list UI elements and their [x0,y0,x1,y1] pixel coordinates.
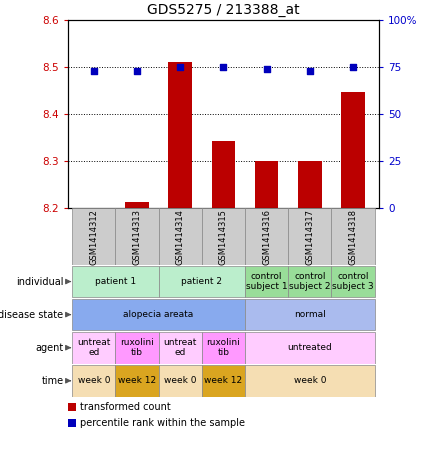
Point [263,66,270,73]
Bar [202,332,245,364]
Text: ruxolini
tib: ruxolini tib [206,338,240,357]
Text: week 0: week 0 [164,376,196,385]
Text: GSM1414317: GSM1414317 [305,209,314,265]
Text: GSM1414312: GSM1414312 [89,209,98,265]
Point [350,64,357,71]
Bar [72,332,115,364]
Bar [72,299,245,331]
Text: normal: normal [294,310,325,319]
Bar [245,265,288,298]
Text: control
subject 3: control subject 3 [332,272,374,291]
Text: percentile rank within the sample: percentile rank within the sample [80,418,245,429]
Text: GSM1414313: GSM1414313 [133,209,141,265]
Bar [288,208,332,265]
Bar [332,208,374,265]
Bar [125,202,149,208]
Bar [72,265,159,298]
Text: week 12: week 12 [118,376,156,385]
Bar [254,161,279,208]
Bar [159,332,202,364]
Bar [115,208,159,265]
Text: untreat
ed: untreat ed [163,338,197,357]
Bar [288,265,332,298]
Text: untreat
ed: untreat ed [77,338,110,357]
Point [90,67,97,75]
Bar [159,265,245,298]
Text: disease state: disease state [0,309,64,320]
Text: GSM1414314: GSM1414314 [176,209,185,265]
Bar [68,403,76,411]
Text: untreated: untreated [287,343,332,352]
Bar [72,208,115,265]
Bar [168,62,192,208]
Text: alopecia areata: alopecia areata [124,310,194,319]
Text: ruxolini
tib: ruxolini tib [120,338,154,357]
Text: transformed count: transformed count [80,402,171,413]
Text: patient 1: patient 1 [95,277,136,286]
Text: patient 2: patient 2 [181,277,222,286]
Bar [115,332,159,364]
Bar [332,265,374,298]
Text: control
subject 1: control subject 1 [246,272,287,291]
Bar [202,365,245,397]
Bar [72,365,115,397]
Text: time: time [41,376,64,386]
Text: agent: agent [35,342,64,353]
Bar [159,365,202,397]
Bar [115,365,159,397]
Bar [68,419,76,427]
Bar [245,365,374,397]
Bar [341,92,365,208]
Point [134,67,141,75]
Bar [159,208,202,265]
Text: week 0: week 0 [78,376,110,385]
Bar [298,161,321,208]
Text: control
subject 2: control subject 2 [289,272,331,291]
Bar [245,208,288,265]
Title: GDS5275 / 213388_at: GDS5275 / 213388_at [147,3,300,17]
Point [306,67,313,75]
Bar [245,299,374,331]
Bar [202,208,245,265]
Text: week 12: week 12 [204,376,243,385]
Text: week 0: week 0 [293,376,326,385]
Point [177,64,184,71]
Point [220,64,227,71]
Text: GSM1414315: GSM1414315 [219,209,228,265]
Text: GSM1414316: GSM1414316 [262,209,271,265]
Text: individual: individual [16,276,64,287]
Bar [245,332,374,364]
Text: GSM1414318: GSM1414318 [349,209,357,265]
Bar [212,141,235,208]
